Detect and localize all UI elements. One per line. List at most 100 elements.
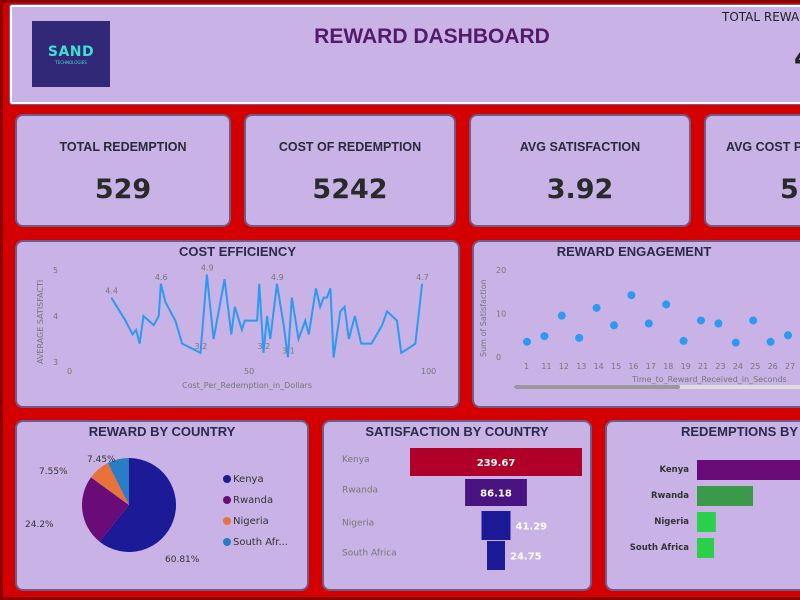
scatter-point [540, 332, 549, 341]
x-tick-label: 23 [715, 362, 725, 371]
data-label: 3.1 [282, 346, 295, 355]
satisfaction-by-country-chart[interactable]: SATISFACTION BY COUNTRY Kenya 239.67 Rwand… [322, 420, 592, 591]
scatter-point [610, 321, 618, 330]
x-axis-label: Cost_Per_Redemption_in_Dollars [182, 381, 312, 390]
data-label: 3.2 [195, 342, 208, 351]
logo-subtext: TECHNOLOGIES [55, 59, 87, 65]
legend-item[interactable]: South Afr... [233, 537, 288, 548]
data-label: 239.67 [477, 458, 516, 469]
y-tick-label: 10 [496, 310, 506, 319]
logo-text: SAND [47, 43, 95, 60]
scatter-point [714, 319, 723, 328]
x-tick-label: 17 [646, 362, 656, 371]
x-tick-label: 15 [611, 362, 621, 371]
chart-title: SATISFACTION BY COUNTRY [365, 424, 549, 439]
chart-title: REWARD BY COUNTRY [88, 424, 236, 439]
x-tick-label: 19 [681, 362, 691, 371]
kpi-label: AVG SATISFACTION [519, 140, 641, 154]
data-label: 86.18 [480, 489, 512, 500]
data-label: 41.29 [516, 522, 548, 533]
y-tick-label: 20 [496, 266, 506, 275]
scrollbar-thumb[interactable] [514, 385, 680, 389]
funnel-bar [465, 479, 527, 506]
data-label: 4.9 [271, 273, 284, 282]
data-label: 4.6 [155, 273, 168, 282]
category-label: Nigeria [654, 517, 689, 527]
x-tick-label: 21 [698, 362, 708, 371]
pie-data-label: 24.2% [25, 520, 54, 530]
kpi-value: 5242 [312, 174, 388, 205]
category-label: Rwanda [342, 486, 378, 496]
data-label: 4.9 [201, 264, 214, 273]
category-label: Kenya [342, 455, 370, 465]
logo: SAND TECHNOLOGIES [32, 21, 110, 87]
kpi-avg-cost[interactable]: AVG COST P 52 [704, 114, 800, 227]
chart-title: COST EFFICIENCY [178, 244, 296, 259]
kpi-label: TOTAL REDEMPTION [59, 140, 187, 154]
reward-engagement-chart[interactable]: REWARD ENGAGEMENT 20 10 0 Sum of Satisfacti… [472, 240, 800, 408]
y-tick-label: 3 [53, 358, 58, 367]
x-tick-label: 1 [524, 362, 529, 371]
pie-data-label: 60.81% [165, 555, 200, 565]
x-tick-label: 50 [244, 367, 254, 376]
y-tick-label: 0 [496, 353, 501, 362]
y-axis-label: AVERAGE SATISFACTI [36, 280, 45, 364]
legend-marker [223, 475, 231, 483]
funnel-bar [481, 511, 511, 540]
x-tick-label: 27 [785, 362, 795, 371]
total-reward-label: TOTAL REWA [722, 10, 800, 24]
kpi-label: COST OF REDEMPTION [278, 140, 422, 154]
category-label: South Africa [630, 543, 690, 553]
scatter-point [592, 303, 601, 312]
x-axis-label: Time_to_Reward_Received_in_Seconds [631, 375, 787, 384]
kpi-cost-of-redemption[interactable]: COST OF REDEMPTION 5242 [244, 114, 456, 227]
scatter-point [644, 319, 653, 328]
legend-item[interactable]: Kenya [233, 474, 264, 485]
pie-slice-southafr [107, 458, 129, 505]
funnel-bar [487, 541, 505, 570]
category-label: South Africa [342, 549, 397, 559]
total-reward-value: 48 [794, 41, 800, 74]
bar [697, 486, 753, 506]
category-label: Nigeria [342, 519, 374, 529]
x-tick-label: 0 [67, 367, 72, 376]
kpi-avg-satisfaction[interactable]: AVG SATISFACTION 3.92 [469, 114, 691, 227]
category-label: Rwanda [651, 491, 689, 501]
scatter-point [766, 337, 775, 346]
kpi-label: AVG COST P [726, 140, 800, 154]
legend-item[interactable]: Rwanda [233, 495, 273, 506]
page-title: REWARD DASHBOARD [314, 25, 550, 48]
kpi-total-redemption[interactable]: TOTAL REDEMPTION 529 [15, 114, 231, 227]
category-label: Kenya [659, 465, 689, 475]
scatter-point [784, 331, 792, 340]
reward-by-country-chart[interactable]: REWARD BY COUNTRY 60.81% Kenya 24.2% Rwanda… [15, 420, 309, 591]
pie-data-label: 7.55% [39, 467, 68, 477]
x-tick-label: 24 [733, 362, 743, 371]
x-tick-label: 25 [750, 362, 760, 371]
bar [697, 512, 716, 532]
scatter-point [697, 316, 705, 325]
scatter-point [749, 316, 758, 325]
bar [697, 460, 800, 480]
scatter-point [627, 291, 636, 300]
header-panel: SAND TECHNOLOGIES REWARD DASHBOARD TOTAL… [9, 4, 800, 105]
bar [697, 538, 715, 558]
x-tick-label: 11 [541, 362, 551, 371]
kpi-value: 529 [94, 174, 152, 205]
line-series [110, 274, 424, 358]
data-label: 24.75 [510, 552, 542, 563]
y-tick-label: 4 [53, 312, 58, 321]
y-axis-label: Sum of Satisfaction [479, 279, 488, 357]
cost-efficiency-chart[interactable]: COST EFFICIENCY 5 4 3 0 50 100 Cost_Per_Redemp… [15, 240, 460, 408]
x-tick-label: 100 [421, 367, 436, 376]
legend-item[interactable]: Nigeria [233, 516, 269, 527]
scatter-point [679, 336, 688, 345]
legend-marker [223, 517, 231, 525]
funnel-bar [410, 448, 582, 476]
redemptions-by-country-chart[interactable]: REDEMPTIONS BY C Kenya Rwanda Nigeria South… [605, 420, 800, 591]
x-tick-label: 13 [576, 362, 586, 371]
pie-data-label: 7.45% [87, 455, 116, 465]
data-label: 3.2 [258, 342, 271, 351]
x-tick-label: 16 [628, 362, 638, 371]
